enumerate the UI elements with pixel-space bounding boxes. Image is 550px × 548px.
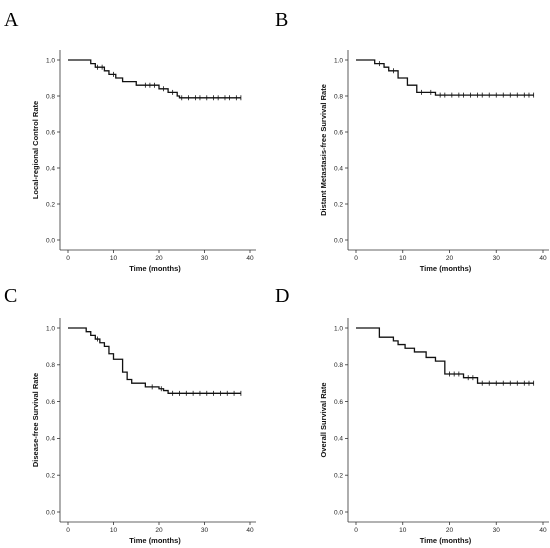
x-tick-label: 30 (201, 255, 209, 262)
x-tick-label: 40 (539, 255, 547, 262)
x-tick-label: 0 (66, 527, 70, 534)
y-tick-label: 0.6 (334, 129, 343, 136)
x-tick-label: 20 (155, 255, 163, 262)
survival-curve (68, 59, 241, 99)
y-tick-label: 0.4 (334, 436, 343, 443)
y-tick-label: 0.8 (334, 362, 343, 369)
x-tick-label: 20 (155, 527, 163, 534)
y-tick-label: 0.6 (46, 129, 55, 136)
x-tick-label: 40 (246, 255, 254, 262)
panel-b: B 0.0 0.2 0.4 0.6 0.8 1.0 0 10 20 30 40 Time (month… (275, 9, 549, 273)
x-tick-label: 0 (66, 255, 70, 262)
y-axis-label: Distant Metastasis-free Survival Rate (319, 84, 328, 216)
y-axis-label: Local-regional Control Rate (31, 101, 40, 199)
y-tick-label: 0.0 (334, 509, 343, 516)
y-tick-label: 0.0 (46, 237, 55, 244)
x-tick-label: 20 (446, 527, 454, 534)
x-axis-label: Time (months) (129, 536, 181, 545)
y-axis-label: Overall Survival Rate (319, 382, 328, 457)
y-tick-label: 0.8 (46, 362, 55, 369)
panel-letter-c: C (4, 285, 17, 307)
x-axis-label: Time (months) (129, 264, 181, 273)
x-tick-label: 0 (354, 255, 358, 262)
plot-area-a: 0.0 0.2 0.4 0.6 0.8 1.0 0 10 20 30 40 Time (months)… (31, 50, 256, 273)
y-tick-label: 0.4 (334, 165, 343, 172)
panel-d: D 0.0 0.2 0.4 0.6 0.8 1.0 0 10 20 30 40 Time (month… (275, 285, 549, 545)
y-tick-label: 0.6 (46, 399, 55, 406)
x-tick-label: 10 (110, 255, 118, 262)
y-tick-label: 0.0 (334, 237, 343, 244)
panel-a: A 0.0 0.2 0.4 0.6 0.8 1.0 0 10 20 30 40 Time (month… (4, 9, 256, 273)
x-tick-label: 40 (539, 527, 547, 534)
plot-area-d: 0.0 0.2 0.4 0.6 0.8 1.0 0 10 20 30 40 Time (months)… (319, 318, 549, 545)
y-tick-label: 1.0 (46, 325, 55, 332)
x-tick-label: 0 (354, 527, 358, 534)
x-axis-label: Time (months) (420, 264, 472, 273)
x-tick-label: 30 (493, 255, 501, 262)
y-tick-label: 0.4 (46, 165, 55, 172)
survival-curve (356, 59, 534, 96)
x-tick-label: 30 (493, 527, 501, 534)
x-axis-label: Time (months) (420, 536, 472, 545)
y-tick-label: 0.8 (334, 93, 343, 100)
x-tick-label: 10 (110, 527, 118, 534)
y-tick-label: 1.0 (46, 57, 55, 64)
y-tick-label: 0.6 (334, 399, 343, 406)
survival-curve (356, 327, 534, 384)
y-axis-label: Disease-free Survival Rate (31, 373, 40, 467)
y-tick-label: 0.2 (334, 201, 343, 208)
y-tick-label: 0.2 (46, 201, 55, 208)
x-tick-label: 40 (246, 527, 254, 534)
x-tick-label: 20 (446, 255, 454, 262)
y-tick-label: 0.2 (334, 473, 343, 480)
x-tick-label: 10 (399, 527, 407, 534)
y-tick-label: 1.0 (334, 325, 343, 332)
x-tick-label: 30 (201, 527, 209, 534)
plot-area-c: 0.0 0.2 0.4 0.6 0.8 1.0 0 10 20 30 40 Time (months)… (31, 318, 256, 545)
y-tick-label: 0.2 (46, 473, 55, 480)
panel-letter-a: A (4, 9, 19, 31)
x-tick-label: 10 (399, 255, 407, 262)
y-tick-label: 0.0 (46, 509, 55, 516)
y-tick-label: 0.8 (46, 93, 55, 100)
plot-area-b: 0.0 0.2 0.4 0.6 0.8 1.0 0 10 20 30 40 Time (months)… (319, 50, 549, 273)
panel-letter-b: B (275, 9, 288, 31)
panel-letter-d: D (275, 285, 289, 307)
y-tick-label: 0.4 (46, 436, 55, 443)
y-tick-label: 1.0 (334, 57, 343, 64)
panel-c: C 0.0 0.2 0.4 0.6 0.8 1.0 0 10 20 30 40 Time (month… (4, 285, 256, 545)
survival-curve (68, 327, 241, 394)
